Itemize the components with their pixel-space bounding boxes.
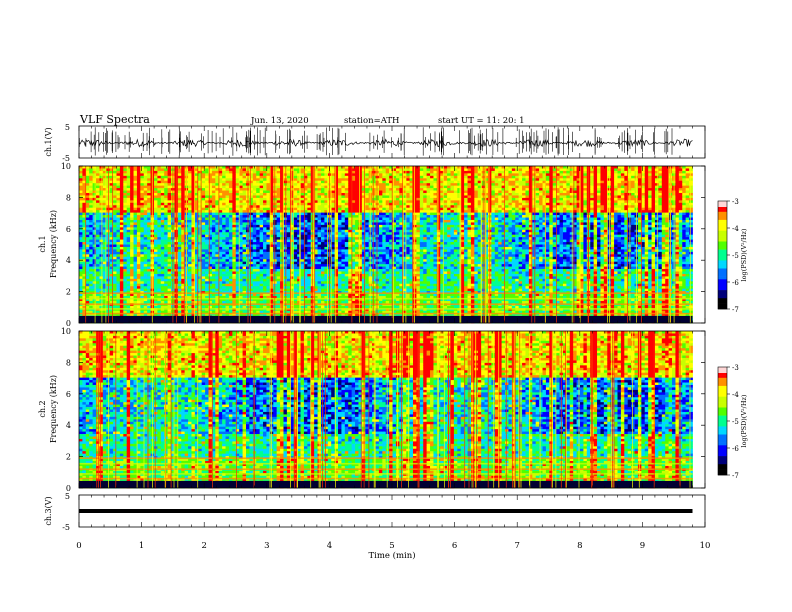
- date-label: Jun. 13, 2020: [250, 116, 309, 126]
- ch1-ylabel: ch.1(V): [44, 127, 53, 156]
- ch2-spectrogram-cells: [79, 331, 705, 488]
- x-tick-label: 10: [700, 541, 711, 551]
- colorbar-tick-label: -3: [732, 198, 739, 206]
- colorbar-label: log(PSD)(V²/Hz): [740, 394, 748, 447]
- colorbar-label: log(PSD)(V²/Hz): [740, 228, 748, 281]
- ytick-label: 2: [66, 288, 71, 297]
- ch1-colorbar: -3 -4 -5 -6 -7 log(PSD)(V²/Hz): [718, 198, 748, 314]
- colorbar-tick-label: -4: [732, 391, 739, 399]
- x-tick-label: 3: [264, 541, 269, 551]
- x-tick-label: 1: [139, 541, 144, 551]
- colorbar-tick-label: -7: [732, 306, 739, 314]
- colorbar-tick-label: -6: [732, 445, 739, 453]
- ch3-trace: [79, 509, 693, 513]
- x-tick-label: 8: [577, 541, 582, 551]
- x-tick-label: 4: [327, 541, 332, 551]
- ch1-spec-ylabel-line1: ch.1: [38, 235, 47, 252]
- ytick-label: 10: [61, 327, 71, 336]
- ch3-ylabel: ch.3(V): [44, 496, 53, 525]
- x-tick-label: 5: [389, 541, 394, 551]
- ytick-label: 8: [66, 193, 71, 202]
- x-tick-label: 7: [514, 541, 519, 551]
- ch2-colorbar: -3 -4 -5 -6 -7 log(PSD)(V²/Hz): [718, 364, 748, 480]
- colorbar-tick-label: -3: [732, 364, 739, 372]
- ch1-spec-ylabel-line2: Frequency (kHz): [49, 210, 58, 278]
- ch2-spec-ylabel-line2: Frequency (kHz): [49, 375, 58, 443]
- colorbar-tick-label: -4: [732, 225, 739, 233]
- vlf-spectra-figure: VLF Spectra Jun. 13, 2020 station=ATH st…: [0, 0, 792, 612]
- ytick-label: 6: [66, 390, 71, 399]
- ch3-ytick-bottom: -5: [62, 523, 70, 532]
- ytick-label: 10: [61, 162, 71, 171]
- x-tick-label: 0: [76, 541, 81, 551]
- x-axis-tick-labels: 0 1 2 3 4 5 6 7 8 9 10: [76, 541, 710, 551]
- ytick-label: 6: [66, 225, 71, 234]
- colorbar-tick-label: -6: [732, 279, 739, 287]
- colorbar-tick-label: -5: [732, 252, 739, 260]
- ytick-label: 4: [66, 421, 71, 430]
- start-time-label: start UT = 11: 20: 1: [438, 116, 525, 126]
- ch1-spectrogram-cells: [79, 166, 705, 323]
- ch3-ytick-top: 5: [65, 492, 70, 501]
- station-label: station=ATH: [344, 116, 399, 126]
- colorbar-tick-label: -5: [732, 418, 739, 426]
- ytick-label: 8: [66, 358, 71, 367]
- x-tick-label: 9: [640, 541, 645, 551]
- ytick-label: 4: [66, 256, 71, 265]
- x-tick-label: 6: [452, 541, 457, 551]
- figure-title: VLF Spectra: [79, 113, 150, 126]
- ytick-label: 2: [66, 453, 71, 462]
- ch1-waveform-panel: 5 -5 ch.1(V): [44, 123, 705, 163]
- x-tick-label: 2: [201, 541, 206, 551]
- ch2-spec-ylabel-line1: ch.2: [38, 400, 47, 417]
- x-axis-label: Time (min): [368, 550, 415, 561]
- ch1-ytick-top: 5: [65, 123, 70, 132]
- colorbar-tick-label: -7: [732, 472, 739, 480]
- ch3-waveform-panel: 5 -5 ch.3(V): [44, 492, 705, 532]
